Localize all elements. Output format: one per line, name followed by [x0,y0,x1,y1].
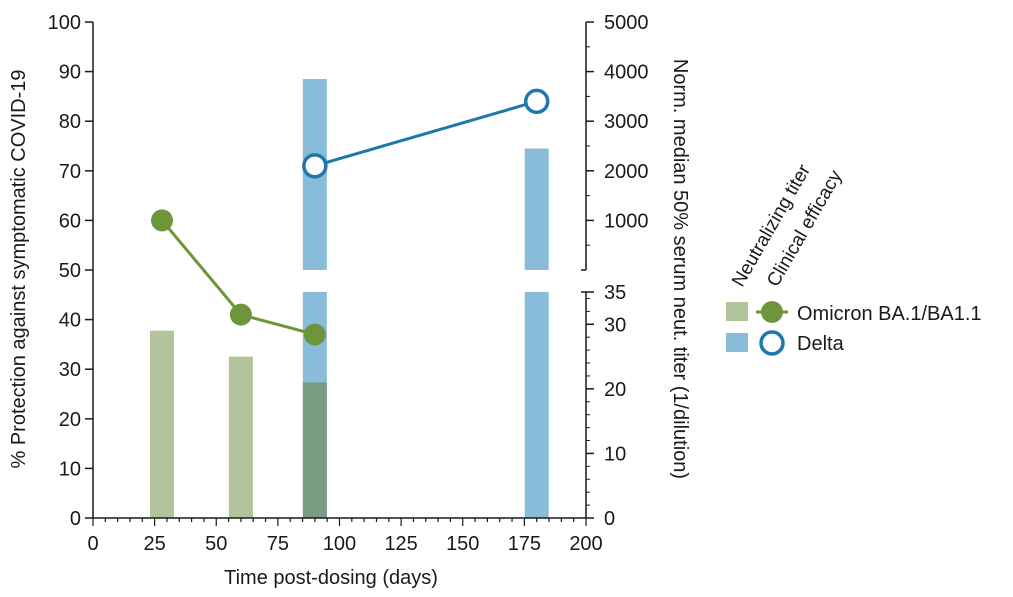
y-left-tick-label: 40 [59,310,81,332]
y-axis-left-label: % Protection against symptomatic COVID-1… [8,69,30,468]
y-left-tick-label: 50 [59,260,81,282]
y-left-tick-label: 20 [59,409,81,431]
omicron-titer-bar [228,356,253,518]
legend-delta-bar-swatch [726,333,748,352]
delta-titer-bar-upper [524,148,549,270]
x-tick-label: 200 [569,533,602,555]
y-axis-right-label: Norm. median 50% serum neut. titer (1/di… [669,59,691,479]
y-right-lower-tick-label: 35 [604,282,626,304]
x-tick-label: 0 [87,533,98,555]
lines-layer [151,88,550,346]
y-right-upper-tick-label: 1000 [604,210,649,232]
y-right-lower-tick-label: 30 [604,314,626,336]
delta-efficacy-point [523,88,550,115]
x-tick-label: 175 [508,533,541,555]
legend [726,301,788,356]
y-left-tick-label: 80 [59,111,81,133]
x-tick-label: 50 [205,533,227,555]
y-right-lower-tick-label: 0 [604,508,615,530]
y-left-tick-label: 10 [59,458,81,480]
legend-omicron-marker-swatch [761,301,783,323]
x-tick-label: 150 [446,533,479,555]
x-tick-label: 100 [323,533,356,555]
x-tick-label: 25 [144,533,166,555]
omicron-efficacy-point [151,209,174,232]
y-right-upper-tick-label: 2000 [604,161,649,183]
legend-label-omicron: Omicron BA.1/BA1.1 [797,303,982,325]
x-tick-label: 125 [384,533,417,555]
y-left-tick-label: 70 [59,161,81,183]
omicron-titer-bar [302,382,327,518]
legend-delta-marker-swatch [759,330,785,356]
omicron-efficacy-point [303,323,326,346]
y-right-upper-tick-label: 3000 [604,111,649,133]
y-right-lower-tick-label: 20 [604,379,626,401]
y-left-tick-label: 30 [59,359,81,381]
legend-label-delta: Delta [797,333,845,355]
omicron-titer-bar [150,330,175,518]
y-left-tick-label: 90 [59,62,81,84]
legend-omicron-bar-swatch [726,302,748,321]
delta-titer-bar-lower [524,292,549,518]
y-right-lower-tick-label: 10 [604,443,626,465]
y-left-tick-label: 0 [70,508,81,530]
x-axis-label: Time post-dosing (days) [224,567,438,589]
y-left-tick-label: 60 [59,210,81,232]
bars-layer [150,79,549,518]
x-tick-label: 75 [267,533,289,555]
delta-efficacy-point [302,153,328,179]
y-right-upper-tick-label: 5000 [604,12,649,34]
y-left-tick-label: 100 [48,12,81,34]
y-right-upper-tick-label: 4000 [604,62,649,84]
omicron-efficacy-point [229,303,252,326]
delta-efficacy-line [314,99,538,168]
